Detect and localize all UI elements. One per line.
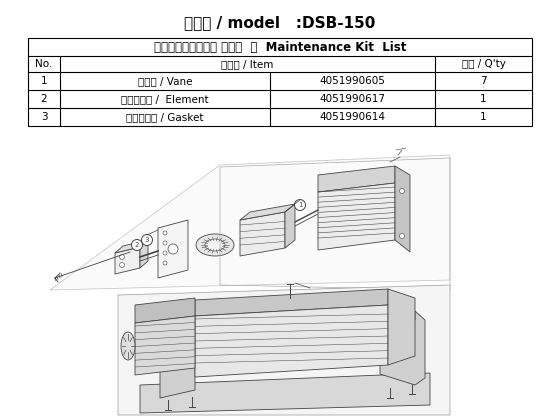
Text: No.: No. xyxy=(35,59,53,69)
Circle shape xyxy=(163,241,167,245)
Polygon shape xyxy=(195,305,388,377)
Polygon shape xyxy=(285,204,295,248)
Text: 1: 1 xyxy=(298,202,302,208)
Polygon shape xyxy=(240,204,295,220)
Text: 2: 2 xyxy=(135,242,139,248)
Bar xyxy=(28,38,532,126)
Circle shape xyxy=(295,200,306,210)
Circle shape xyxy=(163,251,167,255)
Polygon shape xyxy=(388,289,415,365)
Text: 1: 1 xyxy=(480,112,487,122)
Circle shape xyxy=(163,231,167,235)
Polygon shape xyxy=(240,212,285,256)
Polygon shape xyxy=(135,316,195,375)
Circle shape xyxy=(399,234,404,239)
Polygon shape xyxy=(395,166,410,252)
Ellipse shape xyxy=(196,234,234,256)
Text: 数量 / Q'ty: 数量 / Q'ty xyxy=(461,59,506,69)
Circle shape xyxy=(399,189,404,194)
Text: 7: 7 xyxy=(480,76,487,86)
Circle shape xyxy=(119,262,124,268)
Circle shape xyxy=(168,244,178,254)
Text: 4051990614: 4051990614 xyxy=(320,112,385,122)
Polygon shape xyxy=(140,240,148,268)
Circle shape xyxy=(163,261,167,265)
Polygon shape xyxy=(115,247,140,274)
Text: メンテナンスキット リスト  ／  Maintenance Kit  List: メンテナンスキット リスト ／ Maintenance Kit List xyxy=(154,40,406,53)
Circle shape xyxy=(119,255,124,260)
Polygon shape xyxy=(135,298,195,323)
Polygon shape xyxy=(195,289,388,316)
Text: ベーン / Vane: ベーン / Vane xyxy=(138,76,192,86)
Text: 1: 1 xyxy=(480,94,487,104)
Text: 3: 3 xyxy=(41,112,47,122)
Text: 2: 2 xyxy=(41,94,47,104)
Polygon shape xyxy=(50,155,450,290)
Text: 機種名 / model   :DSB-150: 機種名 / model :DSB-150 xyxy=(184,15,376,30)
Polygon shape xyxy=(380,311,425,385)
Polygon shape xyxy=(158,220,188,278)
Text: ガスケット / Gasket: ガスケット / Gasket xyxy=(126,112,204,122)
Polygon shape xyxy=(115,240,148,253)
Text: 4051990617: 4051990617 xyxy=(320,94,385,104)
Polygon shape xyxy=(380,311,415,330)
Circle shape xyxy=(132,239,142,250)
Ellipse shape xyxy=(205,239,225,251)
Text: 4051990605: 4051990605 xyxy=(320,76,385,86)
Ellipse shape xyxy=(121,332,135,360)
Text: エレメント /  Element: エレメント / Element xyxy=(121,94,209,104)
Text: 3: 3 xyxy=(144,237,150,243)
Circle shape xyxy=(142,234,152,246)
Polygon shape xyxy=(160,326,205,340)
Text: 部品名 / Item: 部品名 / Item xyxy=(221,59,274,69)
Polygon shape xyxy=(118,285,450,415)
Polygon shape xyxy=(140,373,430,413)
Polygon shape xyxy=(318,183,395,250)
Polygon shape xyxy=(318,166,395,192)
Polygon shape xyxy=(160,333,195,398)
Text: 1: 1 xyxy=(41,76,47,86)
